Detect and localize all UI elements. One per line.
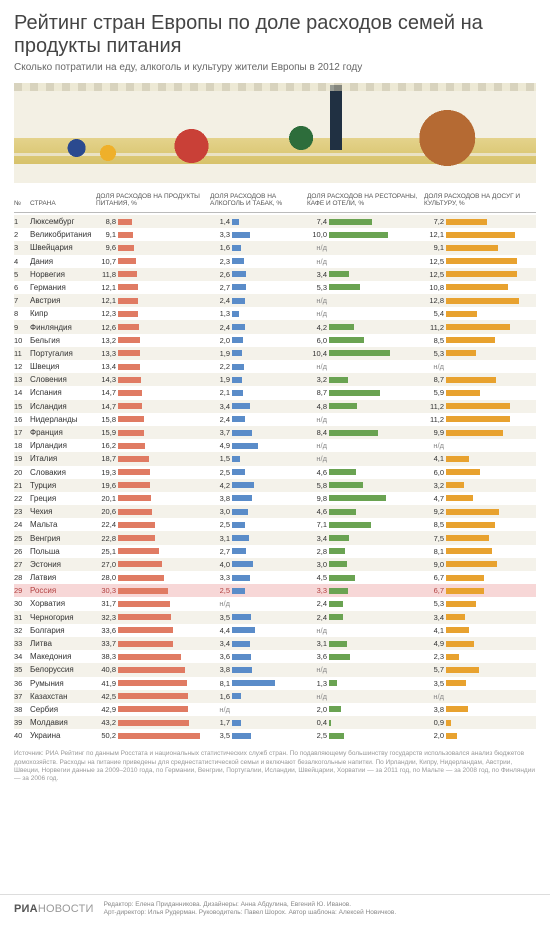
footer: РИАНОВОСТИ Редактор: Елена Приданникова.… (0, 894, 550, 925)
table-row: 24Мальта22,42,57,18,5 (14, 518, 536, 531)
table-row: 10Бельгия13,22,06,08,5 (14, 334, 536, 347)
table-row: 31Черногория32,33,52,43,4 (14, 611, 536, 624)
table-row: 27Эстония27,04,03,09,0 (14, 558, 536, 571)
table-row: 7Австрия12,12,4н/д12,8 (14, 294, 536, 307)
hero-illustration (14, 83, 536, 183)
table-row: 12Швеция13,42,2н/дн/д (14, 360, 536, 373)
col-culture: ДОЛЯ РАСХОДОВ НА ДОСУГ И КУЛЬТУРУ, % (424, 193, 534, 208)
table-row: 36Румыния41,98,11,33,5 (14, 677, 536, 690)
table-row: 16Нидерланды15,82,4н/д11,2 (14, 413, 536, 426)
table-row: 9Финляндия12,62,44,211,2 (14, 320, 536, 333)
table-row: 23Чехия20,63,04,69,2 (14, 505, 536, 518)
footnote: Источник: РИА Рейтинг по данным Росстата… (0, 742, 550, 787)
table-row: 22Греция20,13,89,84,7 (14, 492, 536, 505)
table-row: 34Македония38,33,63,62,3 (14, 650, 536, 663)
table-row: 26Польша25,12,72,88,1 (14, 545, 536, 558)
col-alcohol: ДОЛЯ РАСХОДОВ НА АЛКОГОЛЬ И ТАБАК, % (210, 193, 305, 208)
page-title: Рейтинг стран Европы по доле расходов се… (14, 12, 536, 58)
table-row: 6Германия12,12,75,310,8 (14, 281, 536, 294)
ranking-table: № СТРАНА ДОЛЯ РАСХОДОВ НА ПРОДУКТЫ ПИТАН… (0, 193, 550, 742)
table-body: 1Люксембург8,81,47,47,22Великобритания9,… (14, 215, 536, 743)
table-row: 18Ирландия16,24,9н/дн/д (14, 439, 536, 452)
table-row: 14Испания14,72,18,75,9 (14, 386, 536, 399)
table-row: 38Сербия42,9н/д2,03,8 (14, 703, 536, 716)
credits: Редактор: Елена Приданникова. Дизайнеры:… (104, 901, 397, 917)
table-row: 15Исландия14,73,44,811,2 (14, 400, 536, 413)
table-row: 37Казахстан42,51,6н/дн/д (14, 690, 536, 703)
table-row: 25Венгрия22,83,13,47,5 (14, 531, 536, 544)
table-row: 17Франция15,93,78,49,9 (14, 426, 536, 439)
table-row: 21Турция19,64,25,83,2 (14, 479, 536, 492)
table-row: 29Россия30,32,53,36,7 (14, 584, 536, 597)
col-food: ДОЛЯ РАСХОДОВ НА ПРОДУКТЫ ПИТАНИЯ, % (96, 193, 208, 208)
table-row: 4Дания10,72,3н/д12,5 (14, 255, 536, 268)
col-num: № (14, 200, 28, 207)
table-row: 28Латвия28,03,34,56,7 (14, 571, 536, 584)
table-row: 32Болгария33,64,4н/д4,1 (14, 624, 536, 637)
col-restaurants: ДОЛЯ РАСХОДОВ НА РЕСТОРАНЫ, КАФЕ И ОТЕЛИ… (307, 193, 422, 208)
table-row: 3Швейцария9,61,6н/д9,1 (14, 241, 536, 254)
table-row: 20Словакия19,32,54,66,0 (14, 466, 536, 479)
table-row: 19Италия18,71,5н/д4,1 (14, 452, 536, 465)
table-row: 8Кипр12,31,3н/д5,4 (14, 307, 536, 320)
col-country: СТРАНА (30, 200, 94, 207)
table-row: 33Литва33,73,43,14,9 (14, 637, 536, 650)
ria-logo: РИАНОВОСТИ (14, 903, 94, 915)
page-subtitle: Сколько потратили на еду, алкоголь и кул… (14, 62, 536, 73)
table-header: № СТРАНА ДОЛЯ РАСХОДОВ НА ПРОДУКТЫ ПИТАН… (14, 193, 536, 213)
table-row: 13Словения14,31,93,28,7 (14, 373, 536, 386)
table-row: 40Украина50,23,52,52,0 (14, 729, 536, 742)
table-row: 39Молдавия43,21,70,40,9 (14, 716, 536, 729)
table-row: 30Хорватия31,7н/д2,45,3 (14, 597, 536, 610)
table-row: 2Великобритания9,13,310,012,1 (14, 228, 536, 241)
table-row: 5Норвегия11,82,63,412,5 (14, 268, 536, 281)
table-row: 35Белоруссия40,83,8н/д5,7 (14, 663, 536, 676)
table-row: 11Португалия13,31,910,45,3 (14, 347, 536, 360)
header: Рейтинг стран Европы по доле расходов се… (0, 0, 550, 77)
table-row: 1Люксембург8,81,47,47,2 (14, 215, 536, 228)
